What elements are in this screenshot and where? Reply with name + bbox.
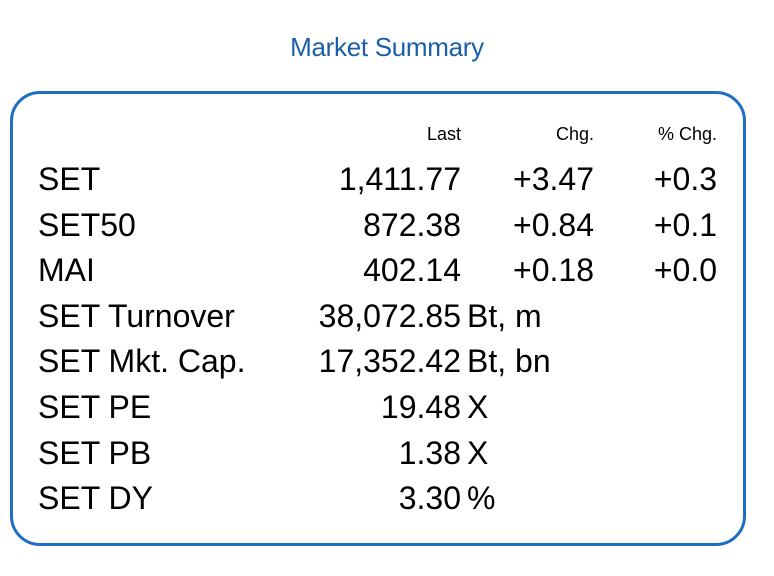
page-title: Market Summary (290, 32, 484, 62)
stat-name: SET Turnover (38, 298, 235, 334)
index-last: 402.14 (363, 252, 461, 288)
stat-value: 1.38 (398, 435, 461, 471)
index-row-mai: MAI 402.14 +0.18 +0.0 (0, 252, 774, 292)
index-chg: +0.84 (513, 207, 594, 243)
index-last: 1,411.77 (338, 161, 461, 197)
stat-value: 17,352.42 (318, 343, 461, 379)
stat-name: SET Mkt. Cap. (38, 343, 246, 379)
stat-row-set-mkt-cap: SET Mkt. Cap. 17,352.42 Bt, bn (0, 343, 774, 383)
stat-unit: X (467, 389, 489, 425)
stat-row-set-turnover: SET Turnover 38,072.85 Bt, m (0, 298, 774, 338)
stat-value: 3.30 (398, 480, 461, 516)
index-name: SET (38, 161, 101, 197)
stat-unit: % (467, 480, 496, 516)
stat-row-set-pb: SET PB 1.38 X (0, 435, 774, 475)
index-pct-chg: +0.0 (653, 252, 717, 288)
stat-name: SET DY (38, 480, 153, 516)
stat-unit: X (467, 435, 489, 471)
column-header-chg: Chg. (555, 124, 594, 144)
stat-name: SET PB (38, 435, 152, 471)
index-chg: +3.47 (513, 161, 594, 197)
index-pct-chg: +0.1 (653, 207, 717, 243)
index-name: SET50 (38, 207, 136, 243)
index-row-set50: SET50 872.38 +0.84 +0.1 (0, 207, 774, 247)
index-name: MAI (38, 252, 95, 288)
stat-value: 19.48 (380, 389, 461, 425)
stat-unit: Bt, bn (467, 343, 551, 379)
market-summary-panel (10, 91, 746, 546)
stat-row-set-pe: SET PE 19.48 X (0, 389, 774, 429)
stat-name: SET PE (38, 389, 152, 425)
index-last: 872.38 (363, 207, 461, 243)
column-header-last: Last (426, 124, 461, 144)
index-chg: +0.18 (513, 252, 594, 288)
stat-unit: Bt, m (467, 298, 542, 334)
stat-value: 38,072.85 (318, 298, 461, 334)
column-header-pct-chg: % Chg. (657, 124, 717, 144)
index-pct-chg: +0.3 (653, 161, 717, 197)
stat-row-set-dy: SET DY 3.30 % (0, 480, 774, 520)
index-row-set: SET 1,411.77 +3.47 +0.3 (0, 161, 774, 201)
